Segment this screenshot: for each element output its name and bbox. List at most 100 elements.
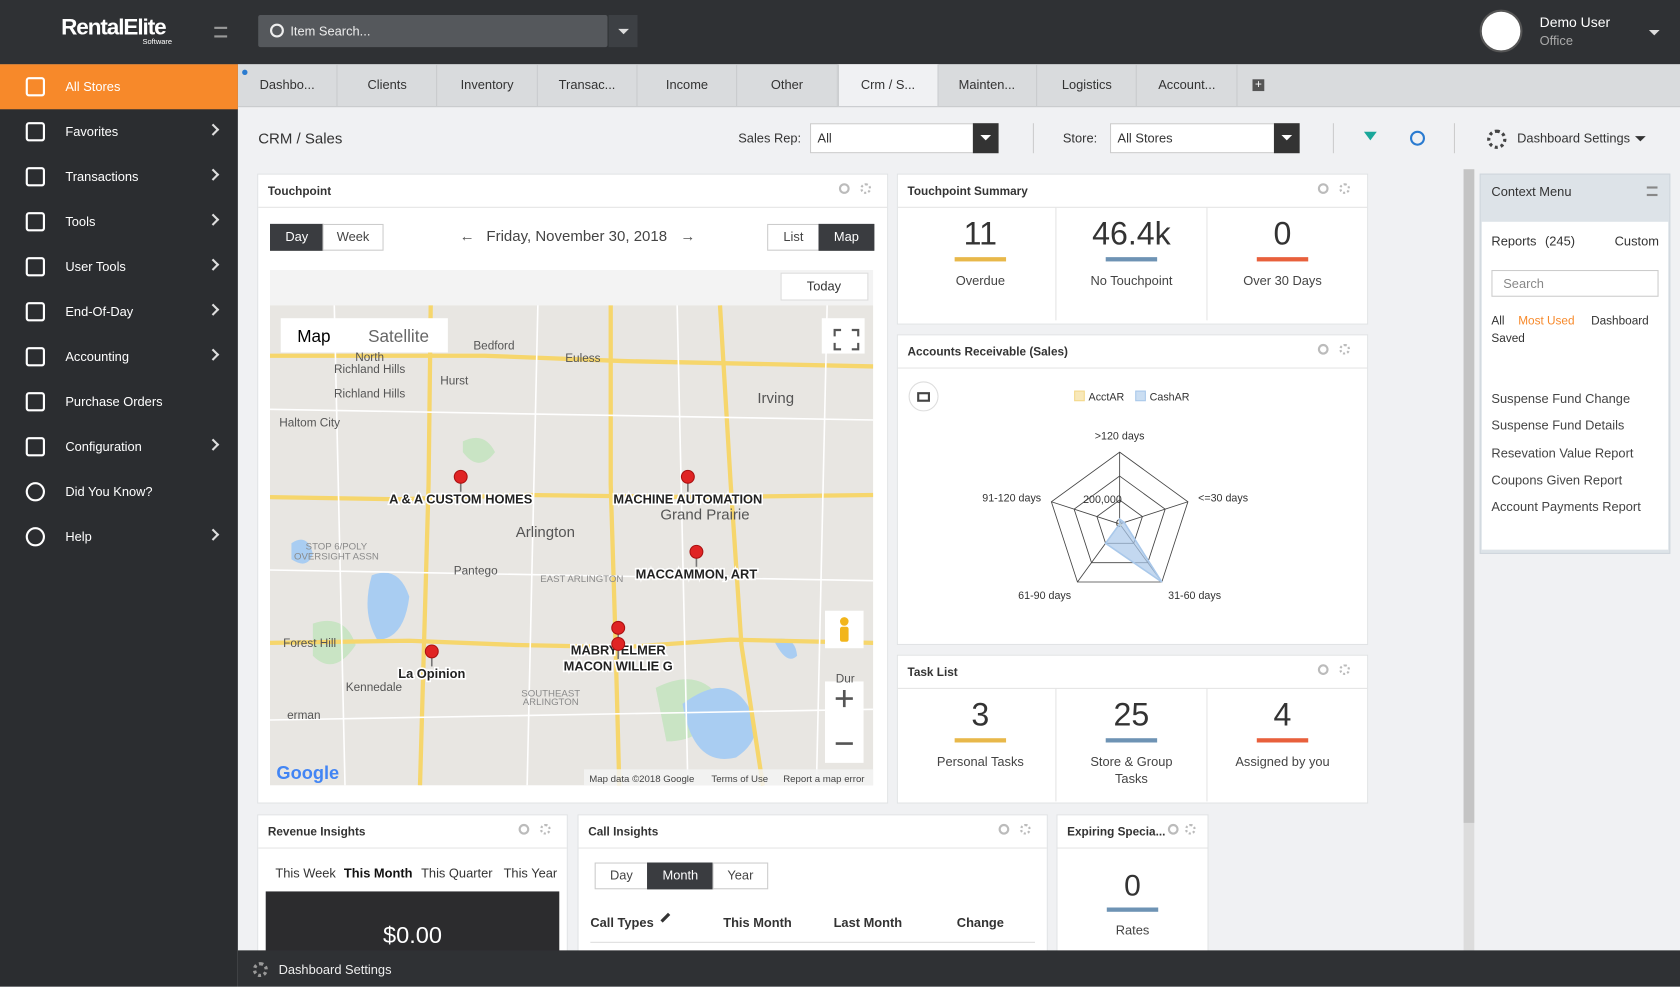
settings-icon[interactable]	[1339, 183, 1351, 194]
refresh-icon[interactable]	[518, 823, 530, 835]
refresh-icon[interactable]	[1167, 823, 1179, 835]
settings-icon[interactable]	[1339, 343, 1351, 355]
period-active[interactable]: This Month	[343, 865, 413, 881]
settings-icon[interactable]	[1020, 823, 1031, 835]
place-label: Haltom City	[279, 416, 340, 429]
period[interactable]: This Quarter	[421, 865, 493, 881]
menu-toggle[interactable]	[214, 26, 228, 38]
context-menu-icon[interactable]	[1646, 186, 1658, 197]
day-button[interactable]: Day	[594, 862, 649, 890]
chevron	[207, 303, 220, 316]
sidebar-item[interactable]: Configuration	[0, 424, 238, 469]
custom-link[interactable]: Custom	[1614, 233, 1659, 249]
tab[interactable]: Transac...	[538, 64, 638, 107]
sidebar-item[interactable]: Purchase Orders	[0, 379, 238, 424]
sidebar-item[interactable]: Accounting	[0, 334, 238, 379]
stat: 0 Over 30 Days	[1208, 208, 1358, 321]
month-button[interactable]: Month	[647, 862, 714, 890]
sidebar-item[interactable]: Did You Know?	[0, 469, 238, 514]
day-button[interactable]: Day	[270, 223, 324, 251]
report-link[interactable]: Resevation Value Report	[1491, 445, 1634, 461]
table-toggle[interactable]	[908, 381, 939, 412]
filter-most-used[interactable]: Most Used	[1518, 315, 1575, 328]
filter-saved[interactable]: Saved	[1491, 332, 1525, 346]
settings-icon[interactable]	[1339, 664, 1351, 676]
refresh-icon[interactable]	[1317, 183, 1329, 194]
list-button[interactable]: List	[767, 223, 820, 251]
tab[interactable]: Logistics	[1038, 64, 1138, 107]
report-link[interactable]: Report a map error	[783, 774, 865, 785]
refresh-icon[interactable]	[1317, 664, 1329, 676]
report-link[interactable]: Coupons Given Report	[1491, 472, 1623, 488]
filter-icon[interactable]	[1363, 131, 1377, 147]
tab[interactable]: Income	[638, 64, 738, 107]
place-label: Kennedale	[346, 681, 403, 694]
add-tab[interactable]: +	[1252, 79, 1265, 92]
prev-arrow[interactable]: ←	[459, 227, 475, 245]
lakes	[291, 539, 798, 760]
tab[interactable]: Mainten...	[938, 64, 1038, 107]
map-button[interactable]: Map	[818, 223, 875, 251]
dashboard-settings[interactable]: Dashboard Settings	[1517, 130, 1631, 146]
next-arrow[interactable]: →	[680, 227, 696, 245]
settings-icon[interactable]	[860, 183, 872, 194]
sales-rep-select[interactable]	[810, 123, 999, 154]
year-button[interactable]: Year	[712, 862, 769, 890]
search-box[interactable]	[258, 15, 608, 48]
report-link[interactable]: Account Payments Report	[1491, 499, 1641, 515]
tab[interactable]: Crm / S...	[837, 64, 939, 107]
map-type-map[interactable]: Map	[297, 326, 330, 346]
week-button[interactable]: Week	[322, 223, 384, 251]
filter-all[interactable]: All	[1491, 315, 1505, 328]
sidebar-item[interactable]: Favorites	[0, 109, 238, 154]
store-select[interactable]	[1110, 123, 1300, 154]
tab[interactable]: Inventory	[438, 64, 538, 107]
period[interactable]: This Year	[503, 865, 558, 881]
period[interactable]: This Week	[275, 865, 336, 881]
pin[interactable]	[453, 469, 468, 484]
map-type-control[interactable]	[280, 318, 448, 353]
store-value: All Stores	[1117, 130, 1173, 146]
sidebar-item[interactable]: User Tools	[0, 244, 238, 289]
settings-icon[interactable]	[1185, 823, 1196, 835]
tab[interactable]: Clients	[338, 64, 438, 107]
filter-dashboard[interactable]: Dashboard	[1591, 315, 1649, 328]
report-search[interactable]	[1491, 270, 1659, 297]
place-label: Richland Hills	[334, 363, 405, 376]
pin[interactable]	[680, 469, 695, 484]
tab[interactable]: Dashbo...	[238, 64, 338, 107]
sidebar-item[interactable]: Help	[0, 514, 238, 559]
edit-icon[interactable]	[660, 912, 671, 923]
highways	[270, 305, 874, 786]
scroll-thumb[interactable]	[1463, 169, 1475, 823]
pin[interactable]	[611, 620, 626, 635]
pin[interactable]	[424, 644, 439, 659]
sidebar-item[interactable]: Tools	[0, 199, 238, 244]
settings-icon[interactable]	[540, 823, 551, 835]
avatar[interactable]	[1479, 9, 1523, 53]
report-link[interactable]: Suspense Fund Change	[1491, 391, 1631, 407]
today-button[interactable]	[780, 272, 869, 301]
tab[interactable]: Other	[738, 64, 838, 107]
terms-link[interactable]: Terms of Use	[711, 774, 768, 785]
sidebar-item[interactable]: Transactions	[0, 154, 238, 199]
revenue-amount: $0.00	[383, 921, 442, 949]
refresh-icon[interactable]	[1317, 343, 1329, 355]
sidebar-item[interactable]: All Stores	[0, 64, 238, 110]
footer-settings[interactable]: Dashboard Settings	[278, 962, 392, 978]
map-type-satellite[interactable]: Satellite	[368, 326, 429, 346]
refresh-icon[interactable]	[1410, 130, 1426, 146]
pin[interactable]	[611, 636, 626, 651]
gear-icon	[252, 962, 268, 978]
report-link[interactable]: Suspense Fund Details	[1491, 418, 1625, 434]
sidebar-item[interactable]: End-Of-Day	[0, 289, 238, 334]
refresh-icon[interactable]	[838, 183, 850, 194]
sidebar-icon	[25, 212, 46, 232]
tab[interactable]: Account...	[1138, 64, 1238, 107]
pin[interactable]	[689, 544, 704, 559]
place-label: STOP 6/POLY	[306, 542, 368, 553]
stat-underline	[1256, 738, 1309, 743]
refresh-icon[interactable]	[998, 823, 1010, 835]
